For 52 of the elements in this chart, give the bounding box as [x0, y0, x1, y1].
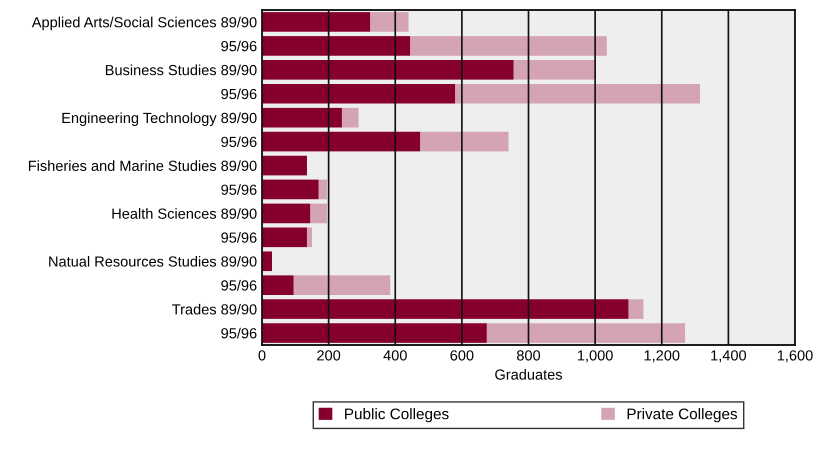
- bar: [262, 228, 307, 248]
- bar: [262, 132, 420, 152]
- bar: [310, 204, 327, 224]
- legend-label: Public Colleges: [345, 408, 449, 422]
- bar: [370, 12, 409, 32]
- x-tick-label: 1,000: [578, 350, 613, 362]
- x-tick-label: 0: [258, 350, 266, 361]
- x-tick-label: 1,600: [778, 350, 813, 362]
- y-tick-label: 95/96: [221, 136, 256, 148]
- y-tick-label: 95/96: [221, 280, 256, 291]
- bar: [306, 228, 312, 248]
- bar: [262, 180, 319, 200]
- y-tick-label: 95/96: [221, 328, 256, 338]
- y-tick-label: Engineering Technology 89/90: [62, 112, 257, 126]
- x-tick-label: 1,400: [711, 350, 746, 362]
- x-tick-label: 400: [383, 350, 407, 361]
- bar: [486, 323, 686, 343]
- x-tick-label: 200: [317, 350, 340, 361]
- legend-label: Private Colleges: [628, 408, 738, 422]
- bar: [455, 84, 700, 104]
- bar: [262, 84, 456, 104]
- bar: [262, 275, 294, 295]
- bar: [262, 299, 628, 319]
- bar: [628, 299, 644, 319]
- y-tick-label: 95/96: [221, 88, 256, 100]
- y-tick-label: Fisheries and Marine Studies 89/90: [28, 160, 257, 171]
- bar: [262, 36, 410, 56]
- x-axis-title: Graduates: [495, 369, 562, 380]
- y-tick-label: 95/96: [221, 40, 256, 52]
- bar: [514, 60, 596, 80]
- bar: [262, 60, 514, 80]
- bar: [262, 156, 307, 176]
- bar: [262, 108, 342, 128]
- bar: [294, 275, 390, 295]
- bar: [342, 108, 359, 128]
- y-tick-label: Business Studies 89/90: [106, 64, 257, 76]
- x-tick-label: 1,200: [644, 350, 680, 362]
- y-tick-label: Natual Resources Studies 89/90: [49, 256, 257, 267]
- y-tick-label: Health Sciences 89/90: [112, 208, 257, 219]
- bar: [410, 36, 607, 56]
- bar: [420, 132, 509, 152]
- bar: [262, 251, 272, 272]
- y-tick-label: 95/96: [221, 232, 256, 243]
- bar: [262, 323, 487, 343]
- x-tick-label: 600: [450, 350, 474, 361]
- y-tick-label: Applied Arts/Social Sciences 89/90: [32, 16, 257, 30]
- bar: [262, 12, 370, 32]
- bar: [318, 180, 327, 200]
- bar: [262, 204, 310, 224]
- y-tick-label: 95/96: [221, 184, 256, 195]
- x-tick-label: 800: [516, 350, 540, 361]
- y-tick-label: Trades 89/90: [172, 304, 257, 315]
